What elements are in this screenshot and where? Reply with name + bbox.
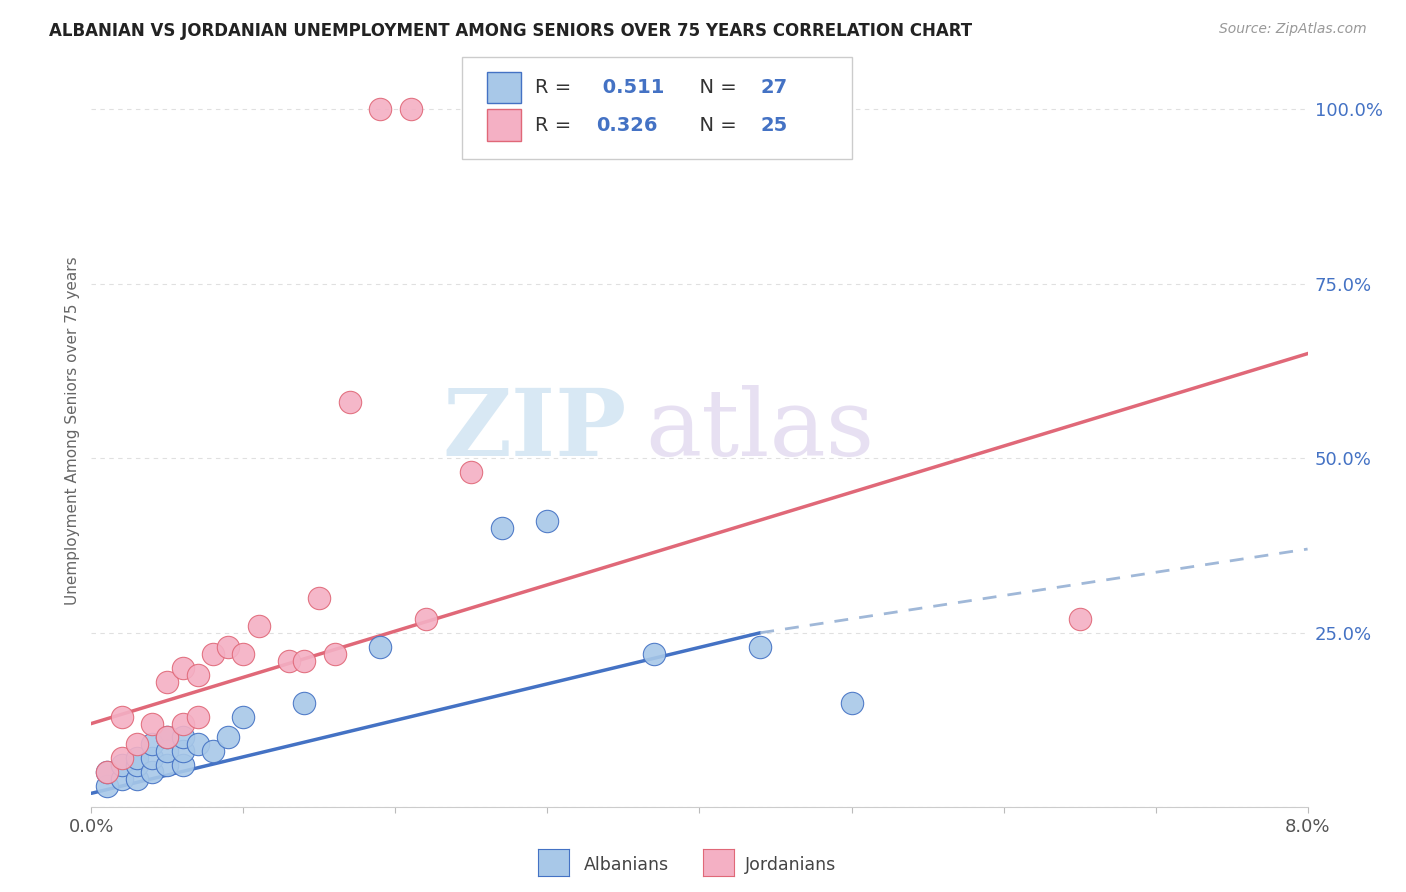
Point xyxy=(141,751,163,765)
Text: R =: R = xyxy=(536,78,578,97)
Point xyxy=(202,647,225,661)
Text: 25: 25 xyxy=(761,116,787,135)
Point xyxy=(232,647,254,661)
Point xyxy=(339,395,361,409)
Point xyxy=(156,731,179,745)
Point xyxy=(1069,612,1091,626)
Point xyxy=(111,758,134,772)
Text: Albanians: Albanians xyxy=(583,856,669,874)
Point xyxy=(111,772,134,787)
Point xyxy=(841,696,863,710)
Point xyxy=(141,738,163,752)
Text: 27: 27 xyxy=(761,78,787,97)
Point xyxy=(111,751,134,765)
Point xyxy=(156,744,179,758)
Point xyxy=(125,772,148,787)
Point xyxy=(415,612,437,626)
Text: N =: N = xyxy=(688,116,744,135)
Text: R =: R = xyxy=(536,116,578,135)
Point xyxy=(368,103,391,117)
FancyBboxPatch shape xyxy=(463,57,852,159)
Point xyxy=(187,667,209,681)
Point xyxy=(247,619,270,633)
Point xyxy=(460,465,482,479)
Point xyxy=(125,738,148,752)
Point xyxy=(217,640,239,654)
Point xyxy=(172,731,194,745)
Text: N =: N = xyxy=(688,78,744,97)
Point xyxy=(96,765,118,780)
Point xyxy=(172,758,194,772)
Point xyxy=(217,731,239,745)
Point xyxy=(368,640,391,654)
Point xyxy=(96,765,118,780)
Point xyxy=(156,758,179,772)
Y-axis label: Unemployment Among Seniors over 75 years: Unemployment Among Seniors over 75 years xyxy=(65,256,80,605)
Point xyxy=(536,514,558,528)
Point xyxy=(491,521,513,535)
Point xyxy=(172,661,194,675)
Point xyxy=(749,640,772,654)
Point xyxy=(141,765,163,780)
Text: 0.326: 0.326 xyxy=(596,116,658,135)
Point xyxy=(172,744,194,758)
Text: ALBANIAN VS JORDANIAN UNEMPLOYMENT AMONG SENIORS OVER 75 YEARS CORRELATION CHART: ALBANIAN VS JORDANIAN UNEMPLOYMENT AMONG… xyxy=(49,22,973,40)
Text: Jordanians: Jordanians xyxy=(745,856,837,874)
Bar xyxy=(486,71,520,103)
Text: 0.511: 0.511 xyxy=(596,78,665,97)
Text: Source: ZipAtlas.com: Source: ZipAtlas.com xyxy=(1219,22,1367,37)
Point xyxy=(399,103,422,117)
Point xyxy=(202,744,225,758)
Bar xyxy=(486,110,520,141)
Point xyxy=(156,731,179,745)
Point xyxy=(141,716,163,731)
Point xyxy=(172,716,194,731)
Point xyxy=(292,654,315,668)
Point xyxy=(232,709,254,723)
Text: atlas: atlas xyxy=(645,385,875,475)
Point xyxy=(187,738,209,752)
Point xyxy=(156,674,179,689)
Text: ZIP: ZIP xyxy=(443,385,627,475)
Point xyxy=(278,654,301,668)
Point xyxy=(643,647,665,661)
Point xyxy=(125,758,148,772)
Point xyxy=(308,591,330,605)
Point xyxy=(323,647,346,661)
Point xyxy=(96,780,118,794)
Point xyxy=(111,709,134,723)
Point xyxy=(187,709,209,723)
Point xyxy=(292,696,315,710)
Point xyxy=(125,751,148,765)
